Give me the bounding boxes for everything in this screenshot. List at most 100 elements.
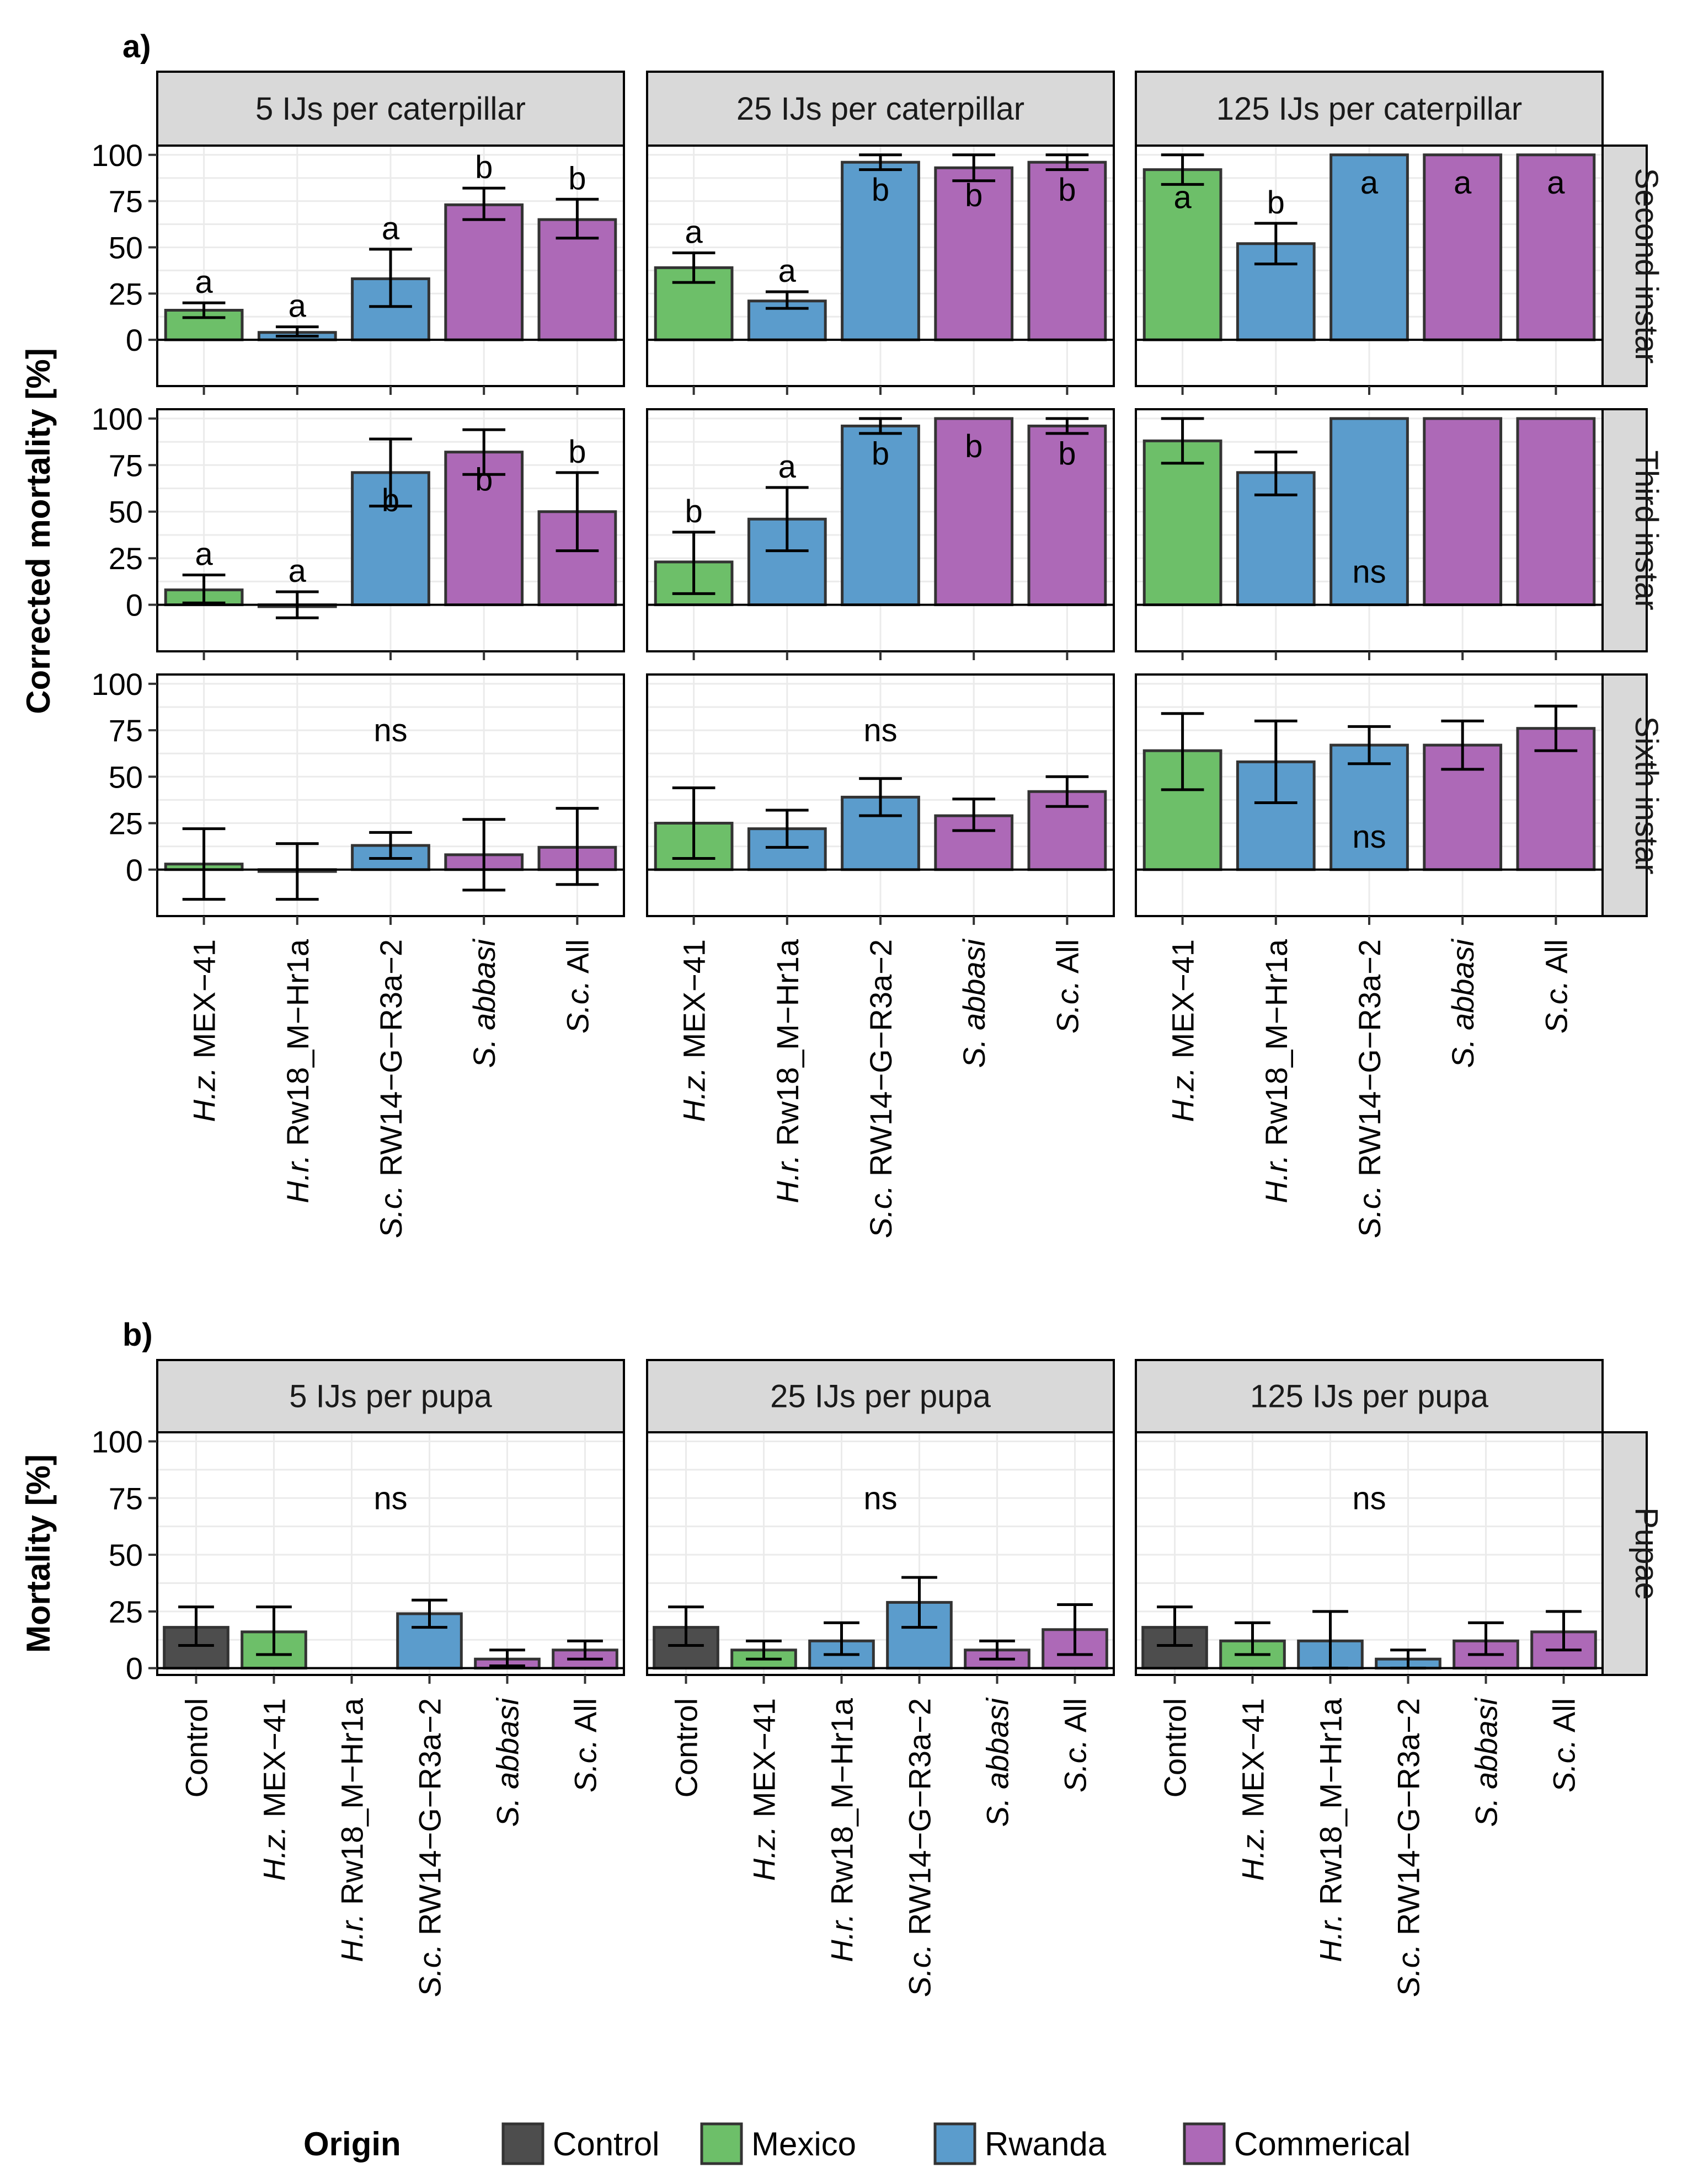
panel-a-second-instar-25-ijs-per-caterpillar-letter-4: b [1058, 172, 1076, 208]
panel-a-sixth-instar-125-ijs-per-caterpillar-xlabel-s-c-rw14-g-r3a-2: S.c. RW14−G−R3a−2 [1352, 939, 1387, 1238]
row-strip-label-second-instar: Second instar [1628, 168, 1664, 364]
panel-a-second-instar-125-ijs-per-caterpillar-bar-2 [1329, 153, 1409, 341]
strip-label-5-ijs-per-caterpillar: 5 IJs per caterpillar [255, 91, 526, 127]
ytick-label-a-sixth-instar-50: 50 [109, 759, 143, 794]
panel-a-sixth-instar-125-ijs-per-caterpillar-xlabel-s-abbasi: S. abbasi [1445, 938, 1480, 1068]
ytick-label-b-pupae-75: 75 [109, 1481, 143, 1516]
panel-a-sixth-instar-25-ijs-per-caterpillar-xlabel-s-c-rw14-g-r3a-2: S.c. RW14−G−R3a−2 [863, 939, 898, 1238]
panel-a-second-instar-125-ijs-per-caterpillar-bar-3 [1423, 153, 1503, 341]
legend: Origin Control Mexico Rwanda Commerical [303, 2122, 1411, 2165]
panel-b-pupae-25-ijs-per-pupa-xlabel-s-c-all: S.c. All [1058, 1698, 1093, 1792]
panel-b-pupae-25-ijs-per-pupa-ns-label: ns [863, 1480, 897, 1516]
strip-label-125-ijs-per-pupa: 125 IJs per pupa [1250, 1379, 1489, 1415]
row-strip-sixth-instar [1601, 673, 1648, 917]
panel-a-second-instar-125-ijs-per-caterpillar-letter-4: a [1547, 165, 1565, 201]
row-strip-label-third-instar: Third instar [1628, 450, 1664, 610]
legend-swatch-control [501, 2122, 544, 2165]
legend-swatch-commerical [1183, 2122, 1226, 2165]
panel-b-pupae-125-ijs-per-pupa-xlabel-s-c-rw14-g-r3a-2: S.c. RW14−G−R3a−2 [1391, 1698, 1426, 1997]
ytick-label-a-second-instar-50: 50 [109, 230, 143, 265]
panel-a-sixth-instar-5-ijs-per-caterpillar-xlabel-s-c-rw14-g-r3a-2: S.c. RW14−G−R3a−2 [373, 939, 408, 1238]
strip-label-5-ijs-per-pupa: 5 IJs per pupa [289, 1379, 492, 1415]
panel-a-sixth-instar-25-ijs-per-caterpillar-xlabel-h-r-rw18-m-hr1a: H.r. Rw18_M−Hr1a [770, 939, 805, 1203]
ytick-label-b-pupae-50: 50 [109, 1538, 143, 1572]
legend-label-rwanda: Rwanda [985, 2126, 1107, 2162]
panel-b-pupae-25-ijs-per-pupa-xlabel-s-c-rw14-g-r3a-2: S.c. RW14−G−R3a−2 [903, 1698, 937, 1997]
panel-a-second-instar-5-ijs-per-caterpillar-letter-1: a [289, 288, 307, 324]
panel-a-second-instar-25-ijs-per-caterpillar-letter-2: b [872, 172, 889, 208]
panel-a-second-instar-5-ijs-per-caterpillar-letter-0: a [195, 264, 213, 300]
ytick-label-a-second-instar-100: 100 [92, 138, 143, 173]
panel-b-pupae-125-ijs-per-pupa-xlabel-control: Control [1158, 1698, 1193, 1798]
panel-b-pupae-5-ijs-per-pupa-xlabel-s-c-all: S.c. All [568, 1698, 603, 1792]
panel-a-third-instar-25-ijs-per-caterpillar-bar-3 [934, 417, 1014, 607]
legend-swatch-mexico [700, 2122, 743, 2165]
panel-b-pupae-125-ijs-per-pupa-ns-label: ns [1352, 1480, 1386, 1516]
panel-a-second-instar-125-ijs-per-caterpillar-letter-3: a [1454, 165, 1472, 201]
ytick-label-a-third-instar-0: 0 [126, 588, 143, 623]
panel-a-third-instar-5-ijs-per-caterpillar-letter-0: a [195, 537, 213, 572]
panel-b-pupae-5-ijs-per-pupa-ns-label: ns [373, 1480, 407, 1516]
panel-a-sixth-instar-5-ijs-per-caterpillar-xlabel-h-z-mex-41: H.z. MEX−41 [187, 939, 222, 1122]
panel-a-second-instar-5-ijs-per-caterpillar-letter-3: b [475, 149, 493, 185]
ytick-label-b-pupae-0: 0 [126, 1651, 143, 1686]
ytick-label-a-second-instar-0: 0 [126, 323, 143, 357]
panel-b-pupae-125-ijs-per-pupa-xlabel-h-r-rw18-m-hr1a: H.r. Rw18_M−Hr1a [1313, 1698, 1348, 1962]
panel-a-second-instar-25-ijs-per-caterpillar-letter-1: a [778, 253, 797, 289]
strip-b-5-ijs-per-pupa [156, 1359, 625, 1433]
panel-a-sixth-instar-25-ijs-per-caterpillar-xlabel-h-z-mex-41: H.z. MEX−41 [677, 939, 712, 1122]
panel-b-pupae-5-ijs-per-pupa-xlabel-control: Control [179, 1698, 214, 1798]
strip-b-25-ijs-per-pupa [646, 1359, 1115, 1433]
panel-a-third-instar-5-ijs-per-caterpillar-letter-3: b [475, 462, 493, 498]
panel-a-sixth-instar-25-ijs-per-caterpillar-xlabel-s-c-all: S.c. All [1050, 939, 1085, 1034]
panel-b-pupae-125-ijs-per-pupa-xlabel-s-c-all: S.c. All [1547, 1698, 1582, 1792]
ytick-label-a-sixth-instar-0: 0 [126, 853, 143, 887]
panel-a-third-instar-5-ijs-per-caterpillar-letter-2: b [382, 483, 399, 518]
panel-a-second-instar-25-ijs-per-caterpillar-bar-4 [1027, 160, 1107, 341]
panel-a-second-instar-5-ijs-per-caterpillar-bar-3 [444, 203, 524, 341]
panel-b-pupae-25-ijs-per-pupa-xlabel-control: Control [669, 1698, 704, 1798]
panel-a-third-instar-25-ijs-per-caterpillar-letter-4: b [1058, 436, 1076, 472]
ytick-label-a-sixth-instar-100: 100 [92, 667, 143, 702]
ytick-label-b-pupae-25: 25 [109, 1594, 143, 1629]
panel-a-third-instar-5-ijs-per-caterpillar-letter-4: b [568, 434, 586, 470]
panel-a-second-instar-5-ijs-per-caterpillar-letter-2: a [382, 211, 400, 247]
panel-a-third-instar-25-ijs-per-caterpillar-letter-2: b [872, 436, 889, 472]
panel-a-third-instar-125-ijs-per-caterpillar-ns-label: ns [1352, 554, 1386, 590]
panel-a-sixth-instar-5-ijs-per-caterpillar-ns-label: ns [373, 713, 407, 748]
legend-swatch-rwanda [933, 2122, 976, 2165]
panel-b-pupae-5-ijs-per-pupa-xlabel-s-abbasi: S. abbasi [490, 1697, 525, 1827]
panel-a-third-instar-125-ijs-per-caterpillar-bar-3 [1423, 417, 1503, 607]
panel-a-sixth-instar-125-ijs-per-caterpillar-xlabel-s-c-all: S.c. All [1539, 939, 1573, 1034]
strip-a-25-ijs-per-caterpillar [646, 71, 1115, 147]
panel-a-second-instar-125-ijs-per-caterpillar-bar-0 [1142, 168, 1222, 341]
panel-a-second-instar-25-ijs-per-caterpillar-letter-3: b [965, 178, 983, 213]
legend-label-commerical: Commerical [1234, 2126, 1411, 2162]
ytick-label-a-second-instar-75: 75 [109, 184, 143, 219]
panel-b-pupae-5-ijs-per-pupa-xlabel-h-z-mex-41: H.z. MEX−41 [257, 1698, 292, 1881]
figure-b-tag: b) [122, 1317, 153, 1353]
panel-a-third-instar-125-ijs-per-caterpillar-bar-0 [1142, 439, 1222, 607]
panel-a-third-instar-5-ijs-per-caterpillar-letter-1: a [289, 553, 307, 589]
panel-a-second-instar-5-ijs-per-caterpillar-letter-4: b [568, 160, 586, 196]
ytick-label-a-sixth-instar-75: 75 [109, 713, 143, 748]
panel-b-pupae-25-ijs-per-pupa-xlabel-h-z-mex-41: H.z. MEX−41 [747, 1698, 782, 1881]
panel-a-third-instar-25-ijs-per-caterpillar-letter-0: b [685, 494, 702, 529]
panel-a-second-instar-25-ijs-per-caterpillar-letter-0: a [685, 215, 703, 250]
row-strip-label-pupae: Pupae [1628, 1507, 1664, 1600]
ytick-label-a-third-instar-75: 75 [109, 448, 143, 483]
panel-a-third-instar-125-ijs-per-caterpillar-bar-4 [1516, 417, 1596, 607]
ytick-label-a-second-instar-25: 25 [109, 276, 143, 311]
panel-b-pupae-5-ijs-per-pupa-xlabel-h-r-rw18-m-hr1a: H.r. Rw18_M−Hr1a [335, 1698, 370, 1962]
panel-b-pupae-125-ijs-per-pupa-border [1135, 1431, 1604, 1676]
strip-a-5-ijs-per-caterpillar [156, 71, 625, 147]
panel-a-third-instar-25-ijs-per-caterpillar-letter-3: b [965, 429, 983, 464]
legend-title: Origin [303, 2126, 401, 2162]
y-axis-title-b: Mortality [%] [20, 1454, 57, 1653]
strip-b-125-ijs-per-pupa [1135, 1359, 1604, 1433]
panel-a-second-instar-125-ijs-per-caterpillar-letter-1: b [1267, 185, 1285, 221]
panel-b-pupae-125-ijs-per-pupa-xlabel-s-abbasi: S. abbasi [1469, 1697, 1504, 1827]
panel-a-third-instar-25-ijs-per-caterpillar-letter-1: a [778, 449, 797, 485]
legend-label-mexico: Mexico [751, 2126, 856, 2162]
panel-a-second-instar-125-ijs-per-caterpillar-letter-2: a [1360, 165, 1379, 201]
